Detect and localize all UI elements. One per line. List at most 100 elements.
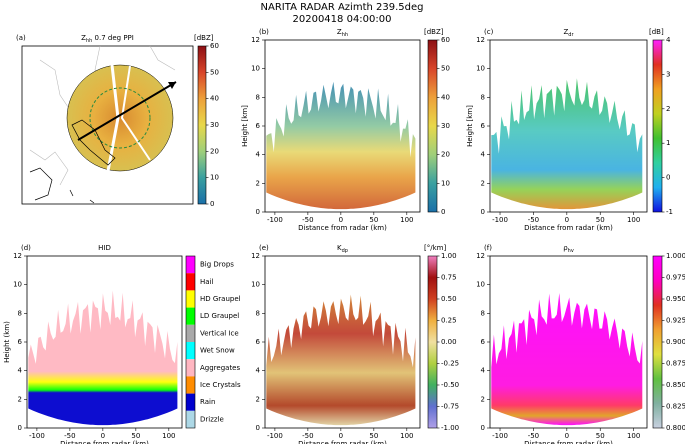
x-tick-label: -50	[64, 432, 75, 440]
x-tick-label: 0	[339, 216, 343, 224]
echo-field	[266, 294, 416, 426]
x-tick-label: -100	[492, 432, 508, 440]
x-tick-label: 50	[131, 432, 140, 440]
colorbar-tick-label: 0	[210, 200, 214, 208]
colorbar-tick-label: 1	[666, 139, 670, 147]
echo-field	[266, 81, 416, 210]
colorbar-tick-label: 0	[666, 174, 670, 182]
class-label: Wet Snow	[200, 347, 235, 355]
y-tick-label: 12	[13, 252, 22, 260]
y-tick-label: 12	[476, 252, 485, 260]
y-tick-label: 6	[256, 122, 261, 130]
y-tick-label: 2	[256, 179, 260, 187]
colorbar-tick-label: 30	[441, 122, 450, 130]
colorbar-tick-label: 0.75	[441, 274, 457, 282]
y-axis-label: Height [km]	[466, 105, 474, 147]
colorbar-unit: [dBZ]	[194, 34, 214, 42]
figure-title: NARITA RADAR Azimth 239.5deg	[261, 2, 424, 13]
class-swatch	[186, 290, 195, 308]
x-tick-label: 0	[101, 432, 105, 440]
colorbar	[197, 45, 207, 205]
x-tick-label: 100	[162, 432, 175, 440]
x-tick-label: 100	[627, 216, 640, 224]
colorbar-tick-label: 30	[210, 121, 219, 129]
colorbar-tick-label: 0.875	[666, 360, 685, 368]
class-swatch	[186, 324, 195, 342]
colorbar-tick-label: 4	[666, 36, 671, 44]
y-tick-label: 4	[481, 151, 486, 159]
x-axis-label: Distance from radar (km)	[298, 224, 387, 232]
y-tick-label: 10	[251, 281, 260, 289]
y-tick-label: 6	[481, 338, 486, 346]
panel-title-rest: 0.7 deg PPI	[92, 34, 134, 42]
x-axis-label: Distance from radar (km)	[524, 224, 613, 232]
colorbar-tick-label: 0	[441, 208, 445, 216]
x-tick-label: 50	[596, 432, 605, 440]
y-tick-label: 0	[18, 424, 22, 432]
y-axis-label: Height [km]	[241, 105, 249, 147]
panel-title-sub: hv	[568, 248, 574, 254]
colorbar-tick-label: 40	[441, 93, 450, 101]
colorbar-tick-label: 2	[666, 105, 670, 113]
y-axis-label: Height (km)	[3, 321, 11, 363]
panel-title-main: Z	[81, 34, 86, 42]
class-swatch	[186, 256, 195, 274]
colorbar-tick-label: 60	[441, 36, 450, 44]
colorbar-tick-label: 1.00	[441, 252, 457, 260]
x-tick-label: -50	[302, 216, 313, 224]
x-tick-label: 0	[565, 216, 569, 224]
class-label: LD Graupel	[200, 312, 239, 320]
colorbar-tick-label: 50	[441, 65, 450, 73]
y-tick-label: 10	[251, 65, 260, 73]
colorbar-tick-label: 3	[666, 70, 670, 78]
panel-title: Kdp	[337, 244, 348, 254]
colorbar-tick-label: 0.975	[666, 274, 685, 282]
colorbar-tick-label: 0.25	[441, 317, 457, 325]
ppi-map	[21, 45, 194, 205]
colorbar-tick-label: -0.50	[441, 381, 459, 389]
y-tick-label: 8	[481, 93, 485, 101]
x-axis-label: Distance from radar (km)	[60, 440, 149, 444]
x-tick-label: -100	[267, 216, 283, 224]
colorbar-tick-label: 0.925	[666, 317, 685, 325]
y-tick-label: 12	[476, 36, 485, 44]
y-tick-label: 4	[256, 151, 261, 159]
class-label: Vertical Ice	[200, 329, 239, 337]
colorbar-tick-label: -0.75	[441, 403, 459, 411]
x-tick-label: 0	[565, 432, 569, 440]
echo-field	[491, 78, 643, 210]
colorbar-tick-label: 60	[210, 42, 219, 50]
panel-title-sub: hh	[86, 38, 92, 44]
colorbar-tick-label: 50	[210, 68, 219, 76]
x-tick-label: -100	[29, 432, 45, 440]
panel-title: Zhh 0.7 deg PPI	[81, 34, 134, 44]
x-tick-label: -100	[267, 432, 283, 440]
y-tick-label: 2	[18, 395, 22, 403]
y-tick-label: 2	[481, 179, 485, 187]
x-tick-label: 50	[596, 216, 605, 224]
colorbar-tick-label: 0.825	[666, 403, 685, 411]
echo-field	[28, 290, 178, 426]
panel-label: (a)	[16, 34, 26, 42]
colorbar-tick-label: 10	[441, 179, 450, 187]
y-tick-label: 2	[481, 395, 485, 403]
x-tick-label: 50	[369, 432, 378, 440]
x-tick-label: -100	[492, 216, 508, 224]
y-tick-label: 0	[481, 424, 485, 432]
class-swatch	[186, 410, 195, 428]
panel-title: Zdr	[563, 28, 574, 38]
x-tick-label: 100	[400, 432, 413, 440]
x-tick-label: -50	[528, 216, 539, 224]
figure-subtitle: 20200418 04:00:00	[293, 14, 392, 25]
class-swatch	[186, 342, 195, 360]
y-tick-label: 6	[256, 338, 261, 346]
x-tick-label: -50	[528, 432, 539, 440]
y-tick-label: 10	[476, 65, 485, 73]
class-label: Drizzle	[200, 415, 224, 423]
class-label: Ice Crystals	[200, 381, 241, 389]
colorbar-tick-label: 0.800	[666, 424, 685, 432]
panel-title-main: Z	[337, 28, 342, 36]
panel-title-sub: dr	[568, 32, 574, 38]
colorbar	[652, 39, 663, 213]
